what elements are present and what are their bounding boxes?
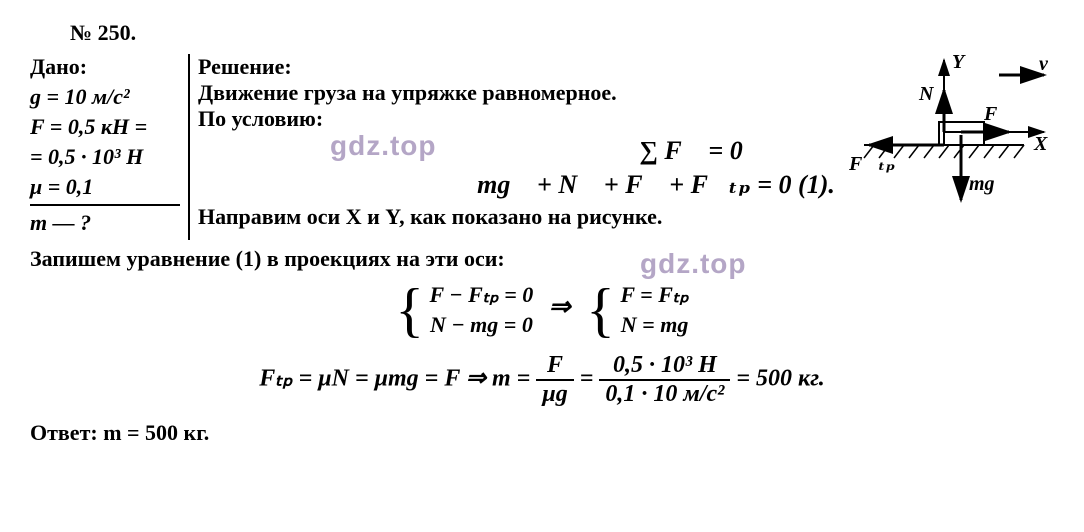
given-divider [30, 204, 180, 206]
system-2: F = Fₜₚ N = mg [620, 280, 688, 340]
frac-1: F μg [536, 352, 573, 408]
problem-number: № 250. [70, 20, 1054, 46]
label-N: N⃗ [918, 83, 949, 105]
given-column: Дано: g = 10 м/с² F = 0,5 кН = = 0,5 · 1… [30, 54, 190, 240]
implies: ⇒ [549, 292, 571, 321]
sys2b: N = mg [620, 310, 688, 340]
system-1: F − Fₜₚ = 0 N − mg = 0 [430, 280, 534, 340]
left-brace-1: { [395, 280, 424, 340]
sys1a: F − Fₜₚ = 0 [430, 280, 534, 310]
label-v: v⃗ [1039, 53, 1054, 75]
calculation-line: Fₜₚ = μN = μmg = F ⇒ m = F μg = 0,5 · 10… [30, 352, 1054, 408]
eq-sign-1: = [580, 366, 600, 392]
answer-line: Ответ: m = 500 кг. [30, 420, 1054, 446]
watermark-1: gdz.top [330, 130, 437, 162]
sys2a: F = Fₜₚ [620, 280, 688, 310]
given-title: Дано: [30, 54, 180, 80]
frac2-num: 0,5 · 10³ Н [599, 352, 730, 381]
left-brace-2: { [586, 280, 615, 340]
label-F: F⃗ [983, 103, 1013, 125]
system-equations: { F − Fₜₚ = 0 N − mg = 0 ⇒ { F = Fₜₚ N =… [30, 280, 1054, 340]
label-Ftr: F⃗ₜₚ [848, 153, 895, 175]
label-mg: mg⃗ [969, 173, 1010, 195]
given-mu: μ = 0,1 [30, 174, 180, 200]
solution-line2: По условию: [198, 106, 323, 132]
solution-line4: Запишем уравнение (1) в проекциях на эти… [30, 246, 1054, 272]
calc-result: = 500 кг. [736, 366, 824, 392]
force-diagram: Y N⃗ X F⃗ v⃗ F⃗ₜₚ mg⃗ [844, 50, 1054, 230]
given-F-line1: F = 0,5 кН = [30, 114, 180, 140]
watermark-2: gdz.top [640, 248, 747, 280]
label-Y: Y [952, 51, 966, 73]
sys1b: N − mg = 0 [430, 310, 534, 340]
frac-2: 0,5 · 10³ Н 0,1 · 10 м/с² [599, 352, 730, 408]
frac1-num: F [536, 352, 573, 381]
frac1-den: μg [536, 381, 573, 408]
frac2-den: 0,1 · 10 м/с² [599, 381, 730, 408]
given-F-line2: = 0,5 · 10³ Н [30, 144, 180, 170]
given-g: g = 10 м/с² [30, 84, 180, 110]
given-find: m — ? [30, 210, 180, 236]
calc-left: Fₜₚ = μN = μmg = F ⇒ m = [259, 366, 536, 392]
diagram-svg: Y N⃗ X F⃗ v⃗ F⃗ₜₚ mg⃗ [844, 50, 1054, 225]
label-X: X [1033, 133, 1048, 155]
